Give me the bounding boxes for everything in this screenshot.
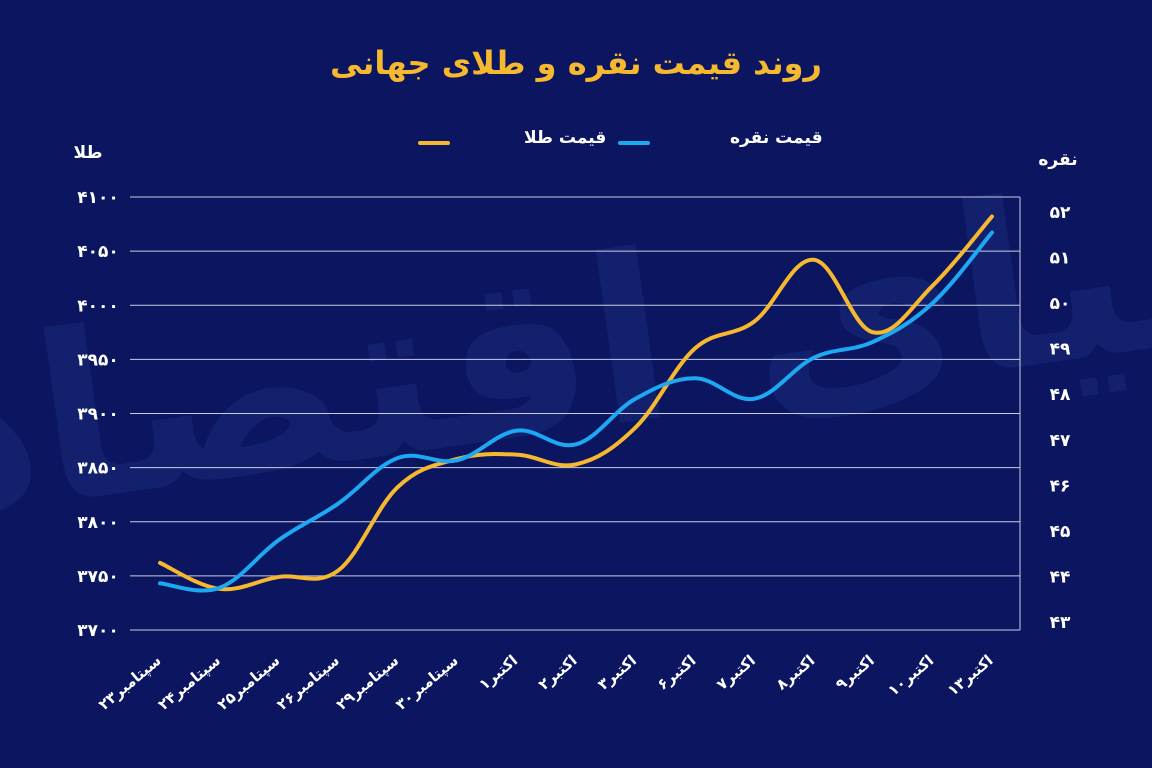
y-right-tick-label: ۴۹ xyxy=(1050,340,1071,360)
y-left-tick-label: ۴۱۰۰ xyxy=(77,188,119,208)
y-left-axis-label: طلا xyxy=(74,143,103,163)
y-right-tick-label: ۴۸ xyxy=(1050,385,1071,405)
x-tick-label: ۲۴سپتامبر xyxy=(154,651,224,714)
y-left-tick-label: ۳۹۵۰ xyxy=(77,350,119,370)
x-tick-label: ۲اکتبر xyxy=(535,651,581,693)
y-right-tick-label: ۴۷ xyxy=(1050,431,1071,451)
watermark: دنیای اقتصاد xyxy=(0,111,1152,574)
y-left-tick-label: ۳۷۰۰ xyxy=(77,621,119,641)
x-tick-label: ۸اکتبر xyxy=(773,651,819,693)
y-right-tick-label: ۴۴ xyxy=(1050,567,1071,587)
gold-price-line xyxy=(158,214,994,592)
silver-price-line xyxy=(158,230,994,593)
y-right-tick-label: ۴۳ xyxy=(1050,613,1071,633)
y-left-ticks: ۴۱۰۰ ۴۰۵۰ ۴۰۰۰ ۳۹۵۰ ۳۹۰۰ ۳۸۵۰ ۳۸۰۰ ۳۷۵۰ ۳۷۰۰ xyxy=(77,188,119,641)
legend-label-gold: قیمت طلا xyxy=(524,128,606,148)
y-left-tick-label: ۳۸۵۰ xyxy=(77,459,119,479)
x-tick-label: ۲۳سپتامبر xyxy=(95,651,165,714)
y-left-tick-label: ۳۸۰۰ xyxy=(77,513,119,533)
y-right-tick-label: ۵۰ xyxy=(1050,294,1071,314)
x-tick-label: ۹اکتبر xyxy=(832,651,878,693)
series xyxy=(158,214,994,593)
y-left-tick-label: ۴۰۰۰ xyxy=(77,296,119,316)
x-tick-label: ۲۶سپتامبر xyxy=(273,651,343,714)
legend-label-silver: قیمت نقره xyxy=(730,128,823,148)
x-tick-label: ۱۳اکتبر xyxy=(944,651,997,699)
x-tick-label: ۳۰سپتامبر xyxy=(392,651,462,714)
x-tick-label: ۲۹سپتامبر xyxy=(333,651,403,714)
x-tick-label: ۱۰اکتبر xyxy=(884,651,937,699)
y-right-tick-label: ۵۱ xyxy=(1050,249,1071,269)
x-tick-label: ۶اکتبر xyxy=(654,651,700,693)
chart-title: روند قیمت نقره و طلای جهانی xyxy=(330,44,822,82)
x-ticks: ۲۳سپتامبر۲۴سپتامبر۲۵سپتامبر۲۶سپتامبر۲۹سپ… xyxy=(95,651,997,714)
y-right-ticks: ۵۲ ۵۱ ۵۰ ۴۹ ۴۸ ۴۷ ۴۶ ۴۵ ۴۴ ۴۳ xyxy=(1050,203,1071,633)
y-right-tick-label: ۵۲ xyxy=(1050,203,1071,223)
x-tick-label: ۷اکتبر xyxy=(713,651,759,693)
grid xyxy=(130,196,1021,631)
y-right-axis-label: نقره xyxy=(1038,150,1077,170)
y-left-tick-label: ۴۰۵۰ xyxy=(77,242,119,262)
x-tick-label: ۱اکتبر xyxy=(475,651,521,693)
legend: قیمت طلا قیمت نقره xyxy=(418,128,823,148)
y-right-tick-label: ۴۶ xyxy=(1050,476,1071,496)
y-right-tick-label: ۴۵ xyxy=(1050,522,1071,542)
y-left-tick-label: ۳۷۵۰ xyxy=(77,567,119,587)
x-tick-label: ۳اکتبر xyxy=(594,651,640,693)
legend-item-silver: قیمت نقره xyxy=(618,128,823,148)
legend-item-gold: قیمت طلا xyxy=(418,128,606,148)
x-tick-label: ۲۵سپتامبر xyxy=(214,651,284,714)
y-left-tick-label: ۳۹۰۰ xyxy=(77,405,119,425)
